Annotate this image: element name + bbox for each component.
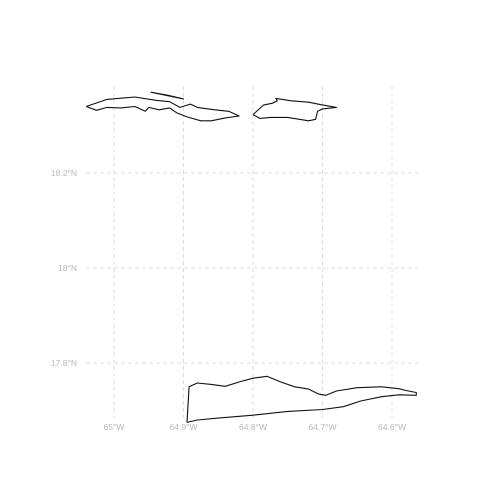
graticule-labels: 65°W 64.9°W 64.8°W 64.7°W 64.6°W 18.2°N 18°N 17… <box>51 168 406 432</box>
northwest-island-coastline <box>86 96 240 122</box>
longitude-label: 64.9°W <box>170 422 198 432</box>
northeast-island-coastline <box>252 97 337 122</box>
southern-island-coastline <box>186 375 417 423</box>
latitude-label: 18.2°N <box>51 168 77 178</box>
longitude-label: 65°W <box>104 422 125 432</box>
latitude-label: 17.8°N <box>51 358 77 368</box>
graticule <box>86 86 418 418</box>
coastline-layer <box>86 91 417 423</box>
longitude-label: 64.7°W <box>309 422 337 432</box>
longitude-label: 64.8°W <box>239 422 267 432</box>
longitude-label: 64.6°W <box>378 422 406 432</box>
latitude-label: 18°N <box>58 263 77 273</box>
northwest-islet-coastline <box>150 91 185 100</box>
